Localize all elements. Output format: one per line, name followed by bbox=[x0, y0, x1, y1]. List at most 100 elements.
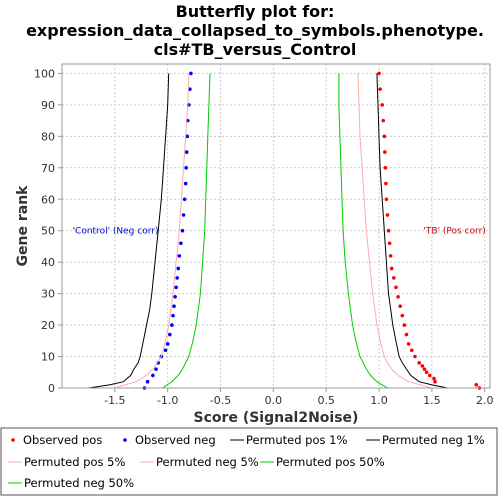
series-observed-neg-point bbox=[167, 332, 172, 337]
legend-label-permuted-pos-1: Permuted pos 1% bbox=[246, 433, 347, 447]
series-observed-neg-point bbox=[145, 379, 150, 384]
series-observed-pos-point bbox=[387, 241, 392, 246]
x-axis-label: Score (Signal2Noise) bbox=[194, 410, 359, 426]
series-observed-neg-point bbox=[184, 166, 188, 170]
series-observed-pos-point bbox=[383, 166, 388, 170]
y-tick-label: 30 bbox=[41, 288, 55, 301]
annotation-label: 'TB' (Pos corr) bbox=[423, 227, 485, 237]
series-permuted-pos-1-line bbox=[376, 73, 448, 389]
annotations: 'Control' (Neg corr) 'TB' (Pos corr) bbox=[73, 227, 486, 237]
series-observed-pos-point bbox=[381, 118, 386, 123]
series-observed-pos-point bbox=[406, 342, 411, 346]
y-tick-label: 70 bbox=[41, 162, 55, 175]
series-observed-pos-point bbox=[382, 134, 387, 139]
y-tick-label: 20 bbox=[41, 319, 55, 332]
series-observed-pos-point bbox=[402, 323, 407, 327]
series-observed-pos-point bbox=[396, 294, 400, 299]
series-observed-neg-point bbox=[165, 342, 170, 346]
series-observed-pos-point bbox=[422, 367, 427, 371]
legend-label-permuted-pos-50: Permuted pos 50% bbox=[276, 455, 385, 469]
grid bbox=[62, 64, 490, 389]
series-observed-pos-point bbox=[474, 383, 479, 387]
series-observed-neg-point bbox=[154, 367, 158, 371]
x-tick-label: -1.5 bbox=[104, 394, 125, 407]
y-axis-label: Gene rank bbox=[15, 185, 31, 267]
series-observed-pos-point bbox=[380, 103, 385, 107]
x-tick-label: 2.0 bbox=[476, 394, 494, 407]
y-tick-label: 0 bbox=[48, 382, 55, 395]
series-observed-neg-point bbox=[172, 304, 176, 309]
series-permuted-pos-50-line bbox=[338, 73, 388, 389]
series-observed-neg-point bbox=[170, 323, 174, 327]
series-observed-pos-point bbox=[432, 376, 436, 381]
legend-label-permuted-neg-5: Permuted neg 5% bbox=[156, 455, 259, 469]
series-observed-pos-point bbox=[424, 370, 429, 375]
legend: Observed pos Observed neg Permuted pos 1% P… bbox=[0, 427, 498, 496]
series-observed-neg-point bbox=[182, 197, 187, 202]
series-observed-pos-point bbox=[389, 266, 394, 271]
series-observed-pos-point bbox=[400, 313, 405, 318]
y-tick-label: 80 bbox=[41, 130, 55, 143]
series-observed-neg-point bbox=[179, 241, 183, 246]
series-observed-pos-point bbox=[404, 332, 409, 337]
series-observed-pos-point bbox=[427, 373, 432, 378]
series-observed-neg-point bbox=[174, 285, 178, 290]
x-tick-label: 1.5 bbox=[423, 394, 441, 407]
chart-title: Butterfly plot for: expression_data_coll… bbox=[26, 2, 484, 59]
x-tick-label: -0.5 bbox=[210, 394, 231, 407]
series-observed-neg-point bbox=[175, 276, 179, 280]
series-permuted-neg-50-line bbox=[162, 73, 211, 389]
y-tick-label: 90 bbox=[41, 99, 55, 112]
series-observed-neg-point bbox=[189, 71, 193, 76]
y-tick-label: 50 bbox=[41, 225, 55, 238]
legend-marker-observed-neg bbox=[123, 438, 127, 442]
annotation-label: 'Control' (Neg corr) bbox=[73, 227, 159, 237]
series-observed-pos-point bbox=[385, 213, 390, 217]
series-permuted-neg-1-line bbox=[88, 73, 170, 389]
series-layer bbox=[88, 71, 482, 390]
y-tick-label: 100 bbox=[34, 67, 55, 80]
plot-frame bbox=[61, 63, 491, 389]
series-observed-neg-point bbox=[188, 87, 192, 91]
chart-title-line-1: Butterfly plot for: bbox=[176, 2, 335, 21]
series-observed-pos-point bbox=[383, 150, 387, 154]
x-tick-label: 0.0 bbox=[265, 394, 283, 407]
series-observed-neg-point bbox=[183, 181, 188, 186]
series-permuted-pos-5-line bbox=[357, 73, 433, 389]
legend-label-observed-neg: Observed neg bbox=[135, 433, 216, 447]
series-observed-pos-point bbox=[384, 197, 389, 202]
y-tick-label: 10 bbox=[41, 351, 55, 364]
series-observed-neg-point bbox=[184, 150, 189, 154]
series-observed-pos-point bbox=[392, 276, 396, 280]
series-observed-neg-point bbox=[163, 348, 168, 353]
series-observed-neg-point bbox=[180, 228, 185, 233]
chart-title-line-2: expression_data_collapsed_to_symbols.phe… bbox=[26, 21, 484, 40]
series-observed-pos-point bbox=[413, 354, 417, 359]
series-observed-neg-point bbox=[181, 213, 186, 217]
legend-label-observed-pos: Observed pos bbox=[23, 433, 102, 447]
series-observed-pos-point bbox=[433, 379, 437, 384]
x-tick-label: 1.0 bbox=[370, 394, 388, 407]
legend-label-permuted-neg-50: Permuted neg 50% bbox=[24, 476, 134, 490]
x-tick-label: -1.0 bbox=[157, 394, 178, 407]
series-observed-pos-point bbox=[377, 71, 381, 76]
series-observed-neg-point bbox=[151, 373, 155, 378]
y-tick-label: 40 bbox=[41, 256, 55, 269]
axis-ticks: -1.5 -1.0 -0.5 0.0 0.5 1.0 1.5 2.0 0 10 20 30 40 50 60… bbox=[34, 67, 493, 407]
series-observed-pos-point bbox=[388, 254, 393, 258]
series-observed-pos-point bbox=[417, 361, 421, 365]
series-observed-neg-point bbox=[171, 313, 175, 318]
series-observed-pos-point bbox=[394, 285, 398, 290]
legend-marker-observed-pos bbox=[11, 438, 15, 442]
series-observed-pos-point bbox=[409, 348, 414, 353]
series-permuted-neg-5-line bbox=[114, 73, 190, 389]
series-observed-neg-point bbox=[177, 254, 182, 258]
series-observed-neg-point bbox=[173, 294, 177, 299]
legend-box bbox=[0, 427, 498, 496]
legend-label-permuted-neg-1: Permuted neg 1% bbox=[382, 433, 485, 447]
legend-label-permuted-pos-5: Permuted pos 5% bbox=[24, 455, 125, 469]
series-observed-pos-point bbox=[378, 87, 382, 91]
x-tick-label: 0.5 bbox=[317, 394, 335, 407]
series-observed-pos-point bbox=[420, 364, 425, 368]
